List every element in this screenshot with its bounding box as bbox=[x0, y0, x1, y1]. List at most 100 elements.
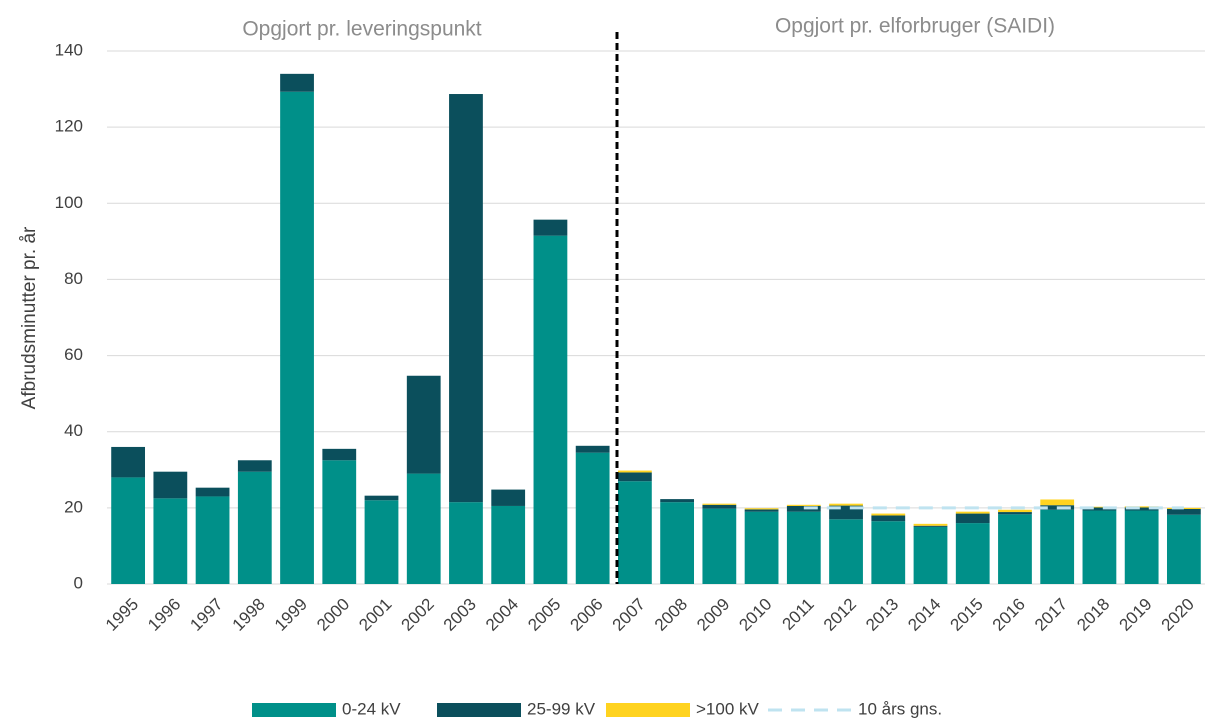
bar-segment bbox=[913, 523, 948, 526]
x-tick-label: 1997 bbox=[186, 595, 226, 635]
bar-segment bbox=[153, 471, 188, 499]
bar-segment bbox=[744, 511, 779, 584]
bar-segment bbox=[660, 502, 695, 584]
bar-segment bbox=[280, 91, 314, 585]
bar-segment bbox=[491, 489, 526, 506]
y-tick-label: 60 bbox=[64, 345, 83, 364]
x-tick-label: 2008 bbox=[651, 595, 691, 635]
annotation: Opgjort pr. elforbruger (SAIDI) bbox=[775, 15, 1055, 38]
x-tick-label: 2009 bbox=[693, 595, 733, 635]
bar-segment bbox=[237, 471, 272, 584]
y-tick-label: 20 bbox=[64, 497, 83, 516]
bar-segment bbox=[786, 504, 821, 506]
bar-segment bbox=[111, 446, 146, 478]
bar-segment bbox=[1040, 509, 1075, 584]
bar-segment bbox=[829, 519, 863, 584]
x-tick-label: 2014 bbox=[904, 595, 944, 635]
bar-segment bbox=[617, 472, 652, 482]
bar-segment bbox=[955, 511, 990, 514]
bar-segment bbox=[786, 511, 821, 584]
bar-segment bbox=[998, 514, 1032, 584]
legend-swatch bbox=[606, 703, 690, 717]
y-tick-label: 140 bbox=[55, 40, 83, 59]
x-tick-label: 2007 bbox=[609, 595, 649, 635]
bar-segment bbox=[533, 235, 568, 584]
legend-swatch bbox=[437, 703, 521, 717]
bar-segment bbox=[111, 477, 146, 584]
x-tick-label: 2003 bbox=[440, 595, 480, 635]
legend-swatch bbox=[252, 703, 336, 717]
bar-segment bbox=[998, 509, 1032, 513]
bar-segment bbox=[1082, 506, 1117, 508]
bar-segment bbox=[955, 523, 990, 584]
bar-segment bbox=[871, 521, 906, 584]
x-tick-label: 2019 bbox=[1115, 595, 1155, 635]
bar-segment bbox=[744, 509, 779, 512]
bar-segment bbox=[364, 500, 399, 584]
x-tick-label: 2020 bbox=[1158, 595, 1198, 635]
x-tick-label: 1998 bbox=[229, 595, 269, 635]
bar-segment bbox=[195, 487, 230, 497]
y-tick-label: 0 bbox=[74, 573, 83, 592]
bar-segment bbox=[449, 502, 483, 584]
bar-segment bbox=[660, 499, 695, 503]
x-tick-label: 2012 bbox=[820, 595, 860, 635]
annotation: Opgjort pr. leveringspunkt bbox=[242, 18, 481, 41]
bar-segment bbox=[406, 375, 441, 474]
bar-segment bbox=[617, 470, 652, 473]
bar-segment bbox=[449, 94, 483, 503]
x-tick-label: 1996 bbox=[144, 595, 184, 635]
bar-segment bbox=[702, 504, 737, 509]
bar-segment bbox=[829, 503, 863, 506]
x-tick-label: 2004 bbox=[482, 595, 522, 635]
bar-segment bbox=[195, 496, 230, 584]
bar-segment bbox=[575, 452, 610, 584]
legend-label: 25-99 kV bbox=[527, 699, 596, 718]
bar-segment bbox=[744, 508, 779, 510]
bar-segment bbox=[913, 525, 948, 527]
x-tick-label: 2017 bbox=[1031, 595, 1071, 635]
bar-segment bbox=[1166, 514, 1201, 584]
bar-segment bbox=[237, 460, 272, 472]
legend-label: 10 års gns. bbox=[858, 699, 942, 718]
x-tick-label: 2016 bbox=[989, 595, 1029, 635]
legend-label: >100 kV bbox=[696, 699, 760, 718]
x-tick-label: 2011 bbox=[779, 595, 818, 634]
x-tick-label: 2000 bbox=[313, 595, 353, 635]
bar-segment bbox=[1166, 508, 1201, 515]
x-tick-label: 2005 bbox=[524, 595, 564, 635]
bar-segment bbox=[280, 73, 314, 92]
bar-segment bbox=[575, 445, 610, 453]
y-tick-label: 120 bbox=[55, 117, 83, 136]
bar-segment bbox=[322, 460, 357, 584]
y-tick-label: 40 bbox=[64, 421, 83, 440]
bar-segment bbox=[702, 508, 737, 584]
bar-segment bbox=[955, 513, 990, 524]
bar-segment bbox=[533, 219, 568, 236]
bar-segment bbox=[153, 498, 188, 584]
bar-segment bbox=[1082, 510, 1117, 584]
bar-segment bbox=[1124, 506, 1159, 508]
x-tick-label: 2006 bbox=[566, 595, 606, 635]
x-tick-label: 2018 bbox=[1073, 595, 1113, 635]
bar-segment bbox=[871, 513, 906, 516]
bar-segment bbox=[491, 505, 526, 584]
y-axis-title: Afbrudsminutter pr. år bbox=[19, 226, 40, 409]
x-tick-label: 1999 bbox=[271, 595, 311, 635]
legend-label: 0-24 kV bbox=[342, 699, 401, 718]
bar-segment bbox=[1124, 510, 1159, 584]
x-tick-label: 1995 bbox=[102, 595, 142, 635]
x-tick-label: 2015 bbox=[947, 595, 987, 635]
x-tick-label: 2010 bbox=[735, 595, 775, 635]
x-tick-label: 2013 bbox=[862, 595, 902, 635]
x-tick-label: 2001 bbox=[355, 595, 395, 635]
bar-segment bbox=[871, 515, 906, 522]
bar-segment bbox=[702, 503, 737, 505]
y-tick-label: 80 bbox=[64, 269, 83, 288]
x-tick-label: 2002 bbox=[398, 595, 438, 635]
bar-segment bbox=[1124, 507, 1159, 511]
bar-segment bbox=[364, 495, 399, 501]
bar-segment bbox=[617, 481, 652, 584]
bar-segment bbox=[322, 448, 357, 461]
